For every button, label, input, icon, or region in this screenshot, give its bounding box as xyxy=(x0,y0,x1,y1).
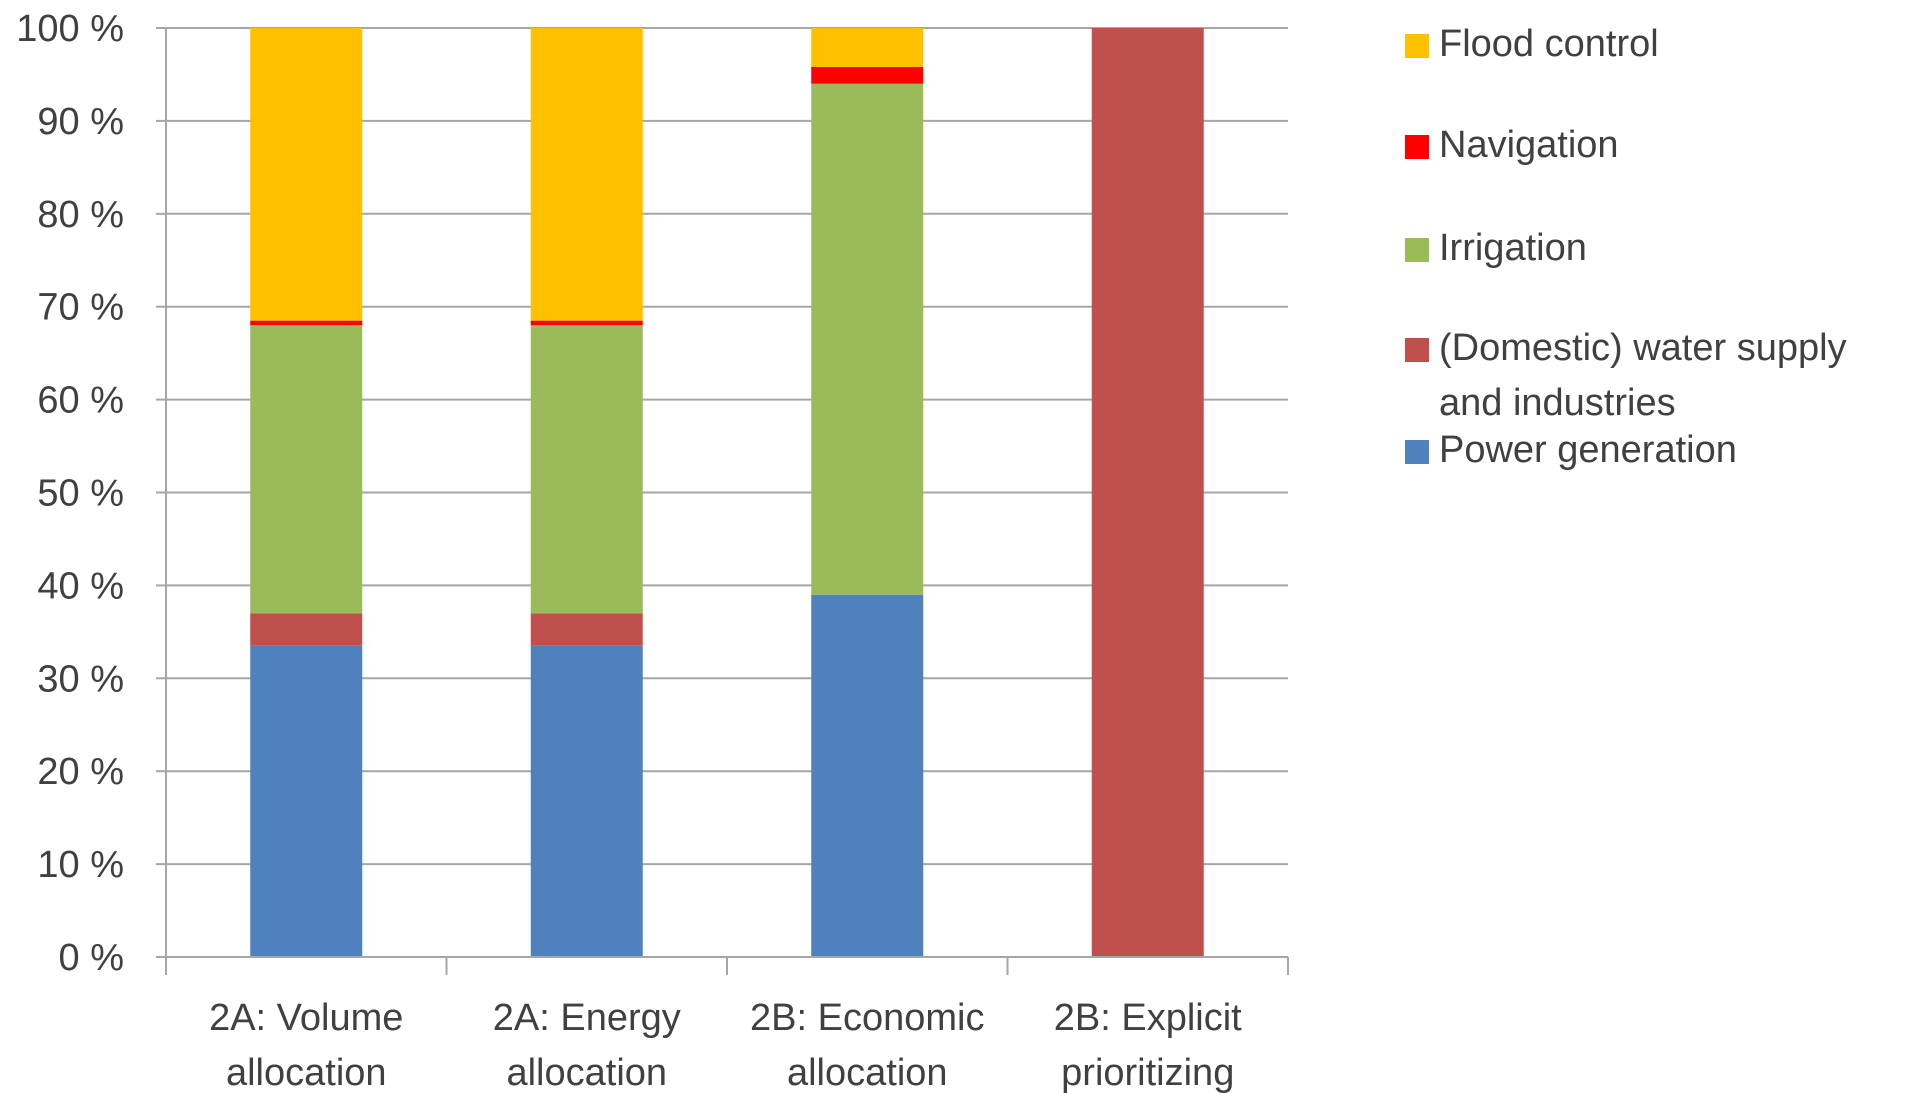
legend-label: Power generation xyxy=(1439,429,1737,471)
x-category-labels: 2A: Volume allocation 2A: Energy allocation… xyxy=(209,997,1242,1093)
bar-segment xyxy=(811,67,924,84)
legend-label: Flood control xyxy=(1439,23,1659,65)
x-category-label: 2A: Energy xyxy=(493,997,681,1039)
bar-segment xyxy=(1091,28,1204,957)
legend-swatch xyxy=(1405,135,1429,159)
y-tick-label: 100 % xyxy=(16,8,124,50)
y-tick-label: 60 % xyxy=(37,380,124,422)
legend-swatch xyxy=(1405,238,1429,262)
bar-segment xyxy=(811,594,924,957)
legend-swatch xyxy=(1405,440,1429,464)
axes xyxy=(156,27,1289,975)
legend-label: Irrigation xyxy=(1439,227,1587,269)
legend: Flood control Navigation Irrigation (Domest… xyxy=(1405,23,1847,471)
bar-segment xyxy=(250,325,363,614)
bar-segment xyxy=(811,83,924,595)
bar-segment xyxy=(530,28,643,321)
legend-label: Navigation xyxy=(1439,124,1619,166)
x-category-label: 2A: Volume xyxy=(209,997,403,1039)
x-category-label: allocation xyxy=(787,1052,948,1093)
legend-label: (Domestic) water supply xyxy=(1439,327,1847,369)
legend-label: and industries xyxy=(1439,382,1676,424)
bar-segment xyxy=(250,613,363,646)
y-tick-label: 40 % xyxy=(37,565,124,607)
y-tick-label: 30 % xyxy=(37,658,124,700)
bar-segment xyxy=(250,320,363,326)
y-tick-labels: 0 % 10 % 20 % 30 % 40 % 50 % 60 % 70 % 80 % 90 % 1… xyxy=(16,8,124,979)
bar-segment xyxy=(530,645,643,957)
bar-segment xyxy=(530,613,643,646)
x-category-label: 2B: Explicit xyxy=(1054,997,1242,1039)
y-tick-label: 20 % xyxy=(37,751,124,793)
y-tick-label: 80 % xyxy=(37,194,124,236)
y-tick-label: 50 % xyxy=(37,473,124,515)
x-category-label: prioritizing xyxy=(1061,1052,1234,1093)
bar-segment xyxy=(530,320,643,326)
bar-segment xyxy=(811,28,924,68)
y-tick-label: 90 % xyxy=(37,101,124,143)
y-tick-label: 0 % xyxy=(59,937,124,979)
x-category-label: allocation xyxy=(506,1052,667,1093)
legend-swatch xyxy=(1405,338,1429,362)
bar-segment xyxy=(250,28,363,321)
bars xyxy=(250,28,1204,957)
y-tick-label: 70 % xyxy=(37,287,124,329)
x-category-label: 2B: Economic xyxy=(750,997,984,1039)
y-tick-label: 10 % xyxy=(37,844,124,886)
bar-segment xyxy=(250,645,363,957)
bar-segment xyxy=(530,325,643,614)
legend-swatch xyxy=(1405,34,1429,58)
x-category-label: allocation xyxy=(226,1052,387,1093)
